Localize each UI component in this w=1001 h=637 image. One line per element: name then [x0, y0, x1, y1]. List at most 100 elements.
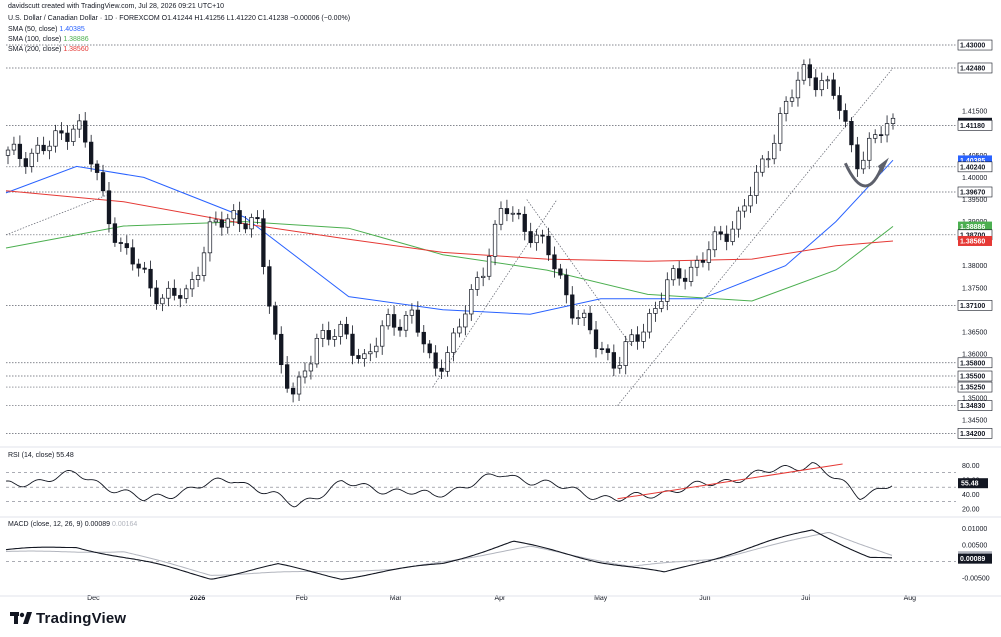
candle	[742, 199, 747, 218]
candle-body	[290, 387, 296, 395]
candle	[878, 126, 884, 144]
candle	[682, 269, 688, 290]
price-label-box: 1.40385	[958, 155, 992, 166]
level-label: 1.35250	[960, 385, 985, 392]
candle	[89, 134, 94, 172]
candle-body	[457, 326, 462, 334]
candle	[463, 305, 468, 336]
candle-body	[772, 142, 777, 160]
macd-tick: 0.00500	[962, 543, 987, 550]
candle-body	[682, 277, 688, 282]
candle	[391, 305, 397, 336]
sma200-legend[interactable]: SMA (200, close) 1.38560	[8, 45, 89, 54]
candle-body	[742, 205, 747, 212]
candle	[867, 132, 872, 170]
candle	[504, 199, 510, 222]
candle-body	[463, 313, 468, 328]
candle	[314, 333, 320, 368]
candle	[326, 321, 331, 346]
candle-body	[5, 149, 11, 156]
sma50-legend-value: 1.40385	[59, 26, 85, 33]
sma200-legend-label: SMA (200, close)	[8, 46, 62, 53]
candle-body	[29, 152, 34, 167]
rsi-value-label: 55.48	[961, 481, 979, 488]
symbol-legend[interactable]: U.S. Dollar / Canadian Dollar · 1D · FOR…	[8, 15, 351, 22]
candle	[748, 186, 753, 213]
candle	[831, 72, 836, 100]
candle-body	[665, 279, 670, 302]
candle-body	[71, 128, 76, 142]
credit-line: davidscutt created with TradingView.com,…	[8, 3, 225, 10]
candle	[397, 319, 403, 337]
level-label: 1.35500	[960, 374, 985, 381]
candle-body	[611, 352, 616, 369]
candle-body	[338, 323, 343, 337]
candle	[35, 137, 40, 162]
candle	[843, 103, 848, 128]
candle	[587, 305, 593, 335]
sma50-legend-label: SMA (50, close)	[8, 26, 58, 33]
candle-body	[59, 130, 64, 134]
candle	[730, 221, 735, 246]
candle	[635, 326, 640, 350]
candle	[481, 267, 486, 287]
rsi-legend[interactable]: RSI (14, close) 55.48	[8, 451, 74, 460]
candle-body	[890, 117, 896, 124]
candle	[724, 225, 729, 251]
candle-body	[635, 334, 640, 342]
candle-body	[296, 376, 302, 395]
level-label-bg	[957, 357, 993, 369]
level-label-box: 1.35250	[957, 381, 993, 393]
candle-body	[344, 323, 349, 335]
time-tick: Apr	[494, 595, 506, 602]
candle-body	[148, 268, 153, 289]
candle-body	[201, 252, 207, 276]
candle	[439, 359, 444, 380]
candle-body	[231, 210, 236, 220]
candle-body	[677, 268, 682, 279]
candle	[59, 122, 64, 141]
candle	[320, 323, 325, 348]
tradingview-logo[interactable]: TradingView	[10, 610, 126, 627]
price-axis[interactable]: 1.430001.424801.415001.412381.411801.405…	[957, 39, 993, 439]
candle-body	[659, 301, 664, 309]
price-tick: 1.40000	[962, 175, 987, 182]
candle	[653, 301, 658, 322]
candle	[184, 284, 189, 304]
candle	[510, 206, 516, 222]
candle	[629, 329, 634, 347]
candle-body	[403, 314, 409, 331]
sma50-legend[interactable]: SMA (50, close) 1.40385	[8, 25, 85, 34]
candle-body	[237, 210, 242, 225]
candle-body	[486, 256, 492, 277]
candle-body	[671, 268, 676, 281]
candle-body	[332, 336, 337, 340]
candle	[427, 340, 432, 359]
candle	[160, 294, 165, 312]
candle	[522, 206, 527, 241]
candle	[53, 124, 58, 153]
candle	[576, 310, 581, 326]
time-axis[interactable]: Dec 2026 Feb Mar Apr May Jun Jul Aug	[87, 595, 916, 602]
candle-body	[83, 120, 88, 143]
candle	[100, 164, 106, 197]
macd-legend[interactable]: MACD (close, 12, 26, 9) 0.00089 0.00164	[8, 520, 137, 529]
candle-body	[106, 190, 112, 225]
sma100-legend[interactable]: SMA (100, close) 1.38886	[8, 35, 89, 44]
price-tick: 1.39500	[962, 197, 987, 204]
candle	[368, 343, 373, 362]
candle-body	[47, 145, 52, 152]
candle-body	[41, 144, 46, 152]
price-tick: 1.35000	[962, 396, 987, 403]
candle-body	[356, 355, 361, 359]
candle-body	[587, 312, 593, 331]
candle-body	[112, 223, 118, 243]
level-label-bg	[957, 161, 993, 173]
candle	[237, 201, 242, 233]
candle-body	[855, 144, 860, 170]
candle	[403, 310, 409, 338]
macd-legend-label: MACD (close, 12, 26, 9)	[8, 521, 83, 528]
candle	[712, 226, 717, 258]
price-label-bg	[958, 235, 992, 246]
candle	[641, 323, 646, 349]
